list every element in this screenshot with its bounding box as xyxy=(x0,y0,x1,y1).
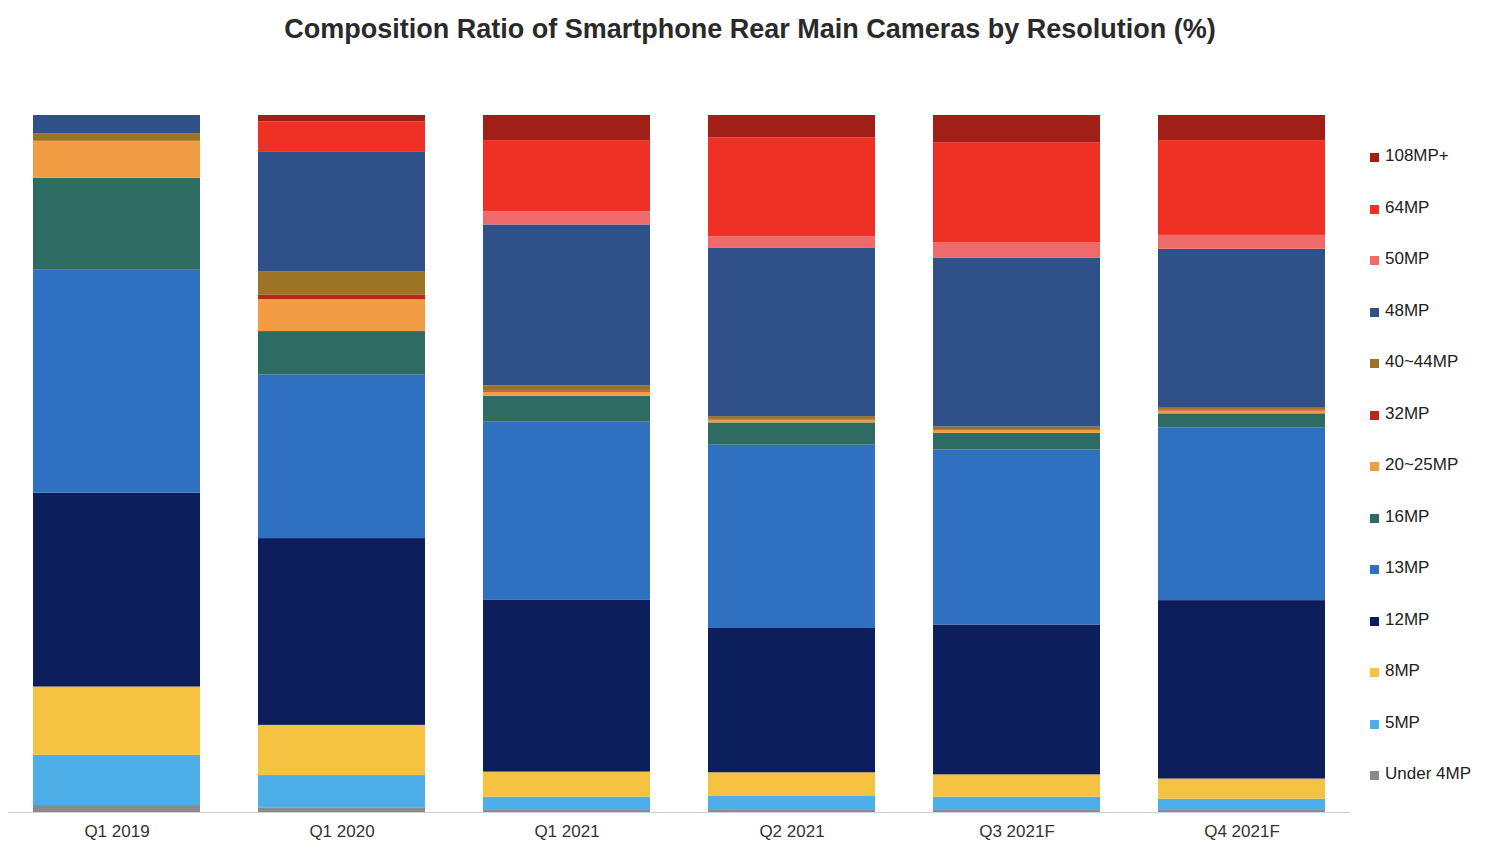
html-text:12MP: 12MP xyxy=(1385,609,1430,629)
svg-text:Q1 2019: Q1 2019 xyxy=(84,822,149,841)
svg-text:Q3 2021F: Q3 2021F xyxy=(979,822,1055,841)
html-text:5MP: 5MP xyxy=(1385,712,1420,732)
html-text:48MP: 48MP xyxy=(1385,300,1430,320)
svg-text:Q4 2021F: Q4 2021F xyxy=(1204,822,1280,841)
html-text:13MP: 13MP xyxy=(1385,558,1430,577)
svg-text:Q1 2021: Q1 2021 xyxy=(534,822,599,841)
svg-text:Q2 2021: Q2 2021 xyxy=(759,822,824,841)
html-text:8MP: 8MP xyxy=(1385,661,1420,680)
html-text:32MP: 32MP xyxy=(1385,403,1430,423)
html-text:16MP: 16MP xyxy=(1385,506,1430,526)
html-text:108MP+: 108MP+ xyxy=(1385,146,1449,165)
svg-text:Q1 2020: Q1 2020 xyxy=(309,822,374,841)
html-text:20~25MP: 20~25MP xyxy=(1385,455,1459,474)
html-text:Under 4MP: Under 4MP xyxy=(1385,764,1471,783)
html-text:40~44MP: 40~44MP xyxy=(1385,352,1459,371)
html-text:64MP: 64MP xyxy=(1385,197,1430,217)
html-text:50MP: 50MP xyxy=(1385,249,1430,268)
html-text:Composition Ratio of Smartphon: Composition Ratio of Smartphone Rear Mai… xyxy=(284,14,1216,44)
